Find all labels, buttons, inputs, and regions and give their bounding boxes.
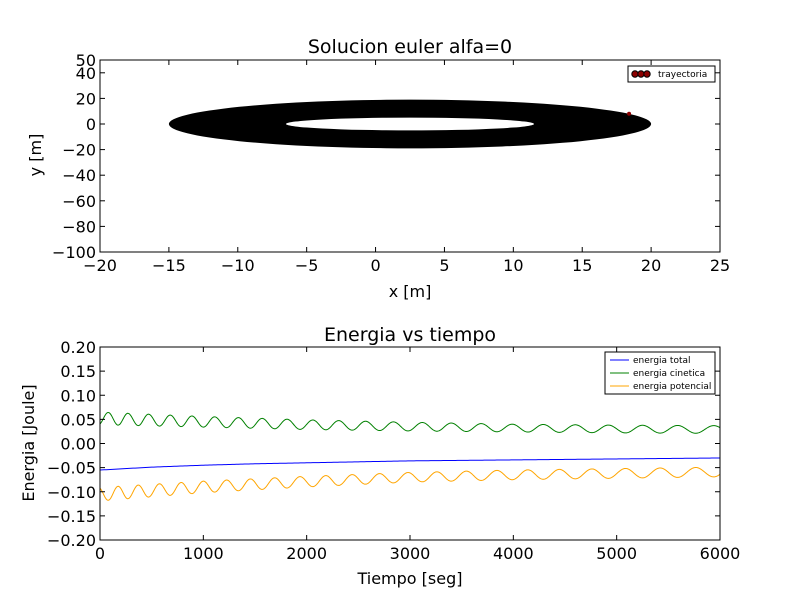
energy-x-axis-label: Tiempo [seg] [356,569,462,588]
energy-x-tick-label: 3000 [390,544,431,563]
trajectory-legend-marker [637,70,645,78]
energy-x-tick-label: 4000 [493,544,534,563]
energy-y-tick-label: 0.00 [60,435,96,454]
energy-legend-label: energia potencial [633,382,711,392]
energy-chart-title: Energia vs tiempo [324,324,496,346]
energy-y-axis-label: Energia [Joule] [19,384,38,501]
energy-y-tick-label: 0.05 [60,410,96,429]
energy-y-tick-label: −0.15 [47,507,96,526]
energy-y-tick-label: −0.20 [47,531,96,550]
energy-plot-area [99,411,721,501]
trajectory-x-tick-label: 20 [641,256,661,275]
energy-chart: Energia vs tiempo Tiempo [seg] Energia [… [19,324,740,588]
energia-total-line [99,457,721,471]
trajectory-x-tick-label: −5 [295,256,319,275]
trajectory-y-tick-label: 20 [76,89,96,108]
energy-legend-label: energia cinetica [633,369,705,379]
energia-potencial-line [99,466,721,501]
trajectory-legend-marker [631,70,639,78]
trajectory-y-tick-label: −40 [62,166,96,185]
energy-x-tick-label: 6000 [700,544,741,563]
trajectory-point [627,111,632,116]
trajectory-band [168,99,652,149]
energy-x-tick-label: 5000 [596,544,637,563]
trajectory-legend-box [627,65,716,83]
trajectory-y-tick-label: −20 [62,141,96,160]
trajectory-y-tick-label: 0 [86,115,96,134]
energy-y-tick-label: −0.05 [47,459,96,478]
energia-cinetica-line [99,411,721,434]
trajectory-x-tick-label: −20 [83,256,117,275]
trajectory-chart: Solucion euler alfa=0 x [m] y [m] −20 −15… [26,36,730,301]
trajectory-plot-area [168,99,652,149]
trajectory-x-tick-label: −10 [221,256,255,275]
trajectory-x-tick-label: 10 [503,256,523,275]
trajectory-y-tick-label: 50 [76,51,96,70]
trajectory-x-tick-label: 25 [710,256,730,275]
energy-y-tick-label: 0.20 [60,338,96,357]
trajectory-x-tick-label: 15 [572,256,592,275]
trajectory-x-tick-label: 0 [370,256,380,275]
trajectory-frame [99,59,721,253]
trajectory-y-tick-label: −100 [52,243,96,262]
trajectory-x-tick-label: 5 [439,256,449,275]
energy-x-tick-label: 1000 [183,544,224,563]
trajectory-y-tick-label: 40 [76,64,96,83]
energy-y-tick-label: 0.10 [60,386,96,405]
energy-y-tick-label: −0.10 [47,483,96,502]
energy-legend: energia total energia cinetica energia pot… [604,351,716,395]
energy-ticks: 0 1000 2000 3000 4000 5000 6000 0.20 0.15 0.10 0.0… [47,338,740,563]
trajectory-legend-marker [643,70,651,78]
trajectory-y-axis-label: y [m] [26,134,45,177]
energy-x-tick-label: 0 [95,544,105,563]
trajectory-legend: trayectoria [627,65,716,83]
trajectory-x-tick-label: −15 [152,256,186,275]
trajectory-legend-label: trayectoria [658,70,707,80]
trajectory-x-axis-label: x [m] [389,282,432,301]
energy-x-tick-label: 2000 [286,544,327,563]
energy-legend-label: energia total [633,356,691,366]
trajectory-y-tick-label: −80 [62,217,96,236]
trajectory-y-tick-label: −60 [62,192,96,211]
energy-y-tick-label: 0.15 [60,362,96,381]
trajectory-chart-title: Solucion euler alfa=0 [308,36,512,58]
